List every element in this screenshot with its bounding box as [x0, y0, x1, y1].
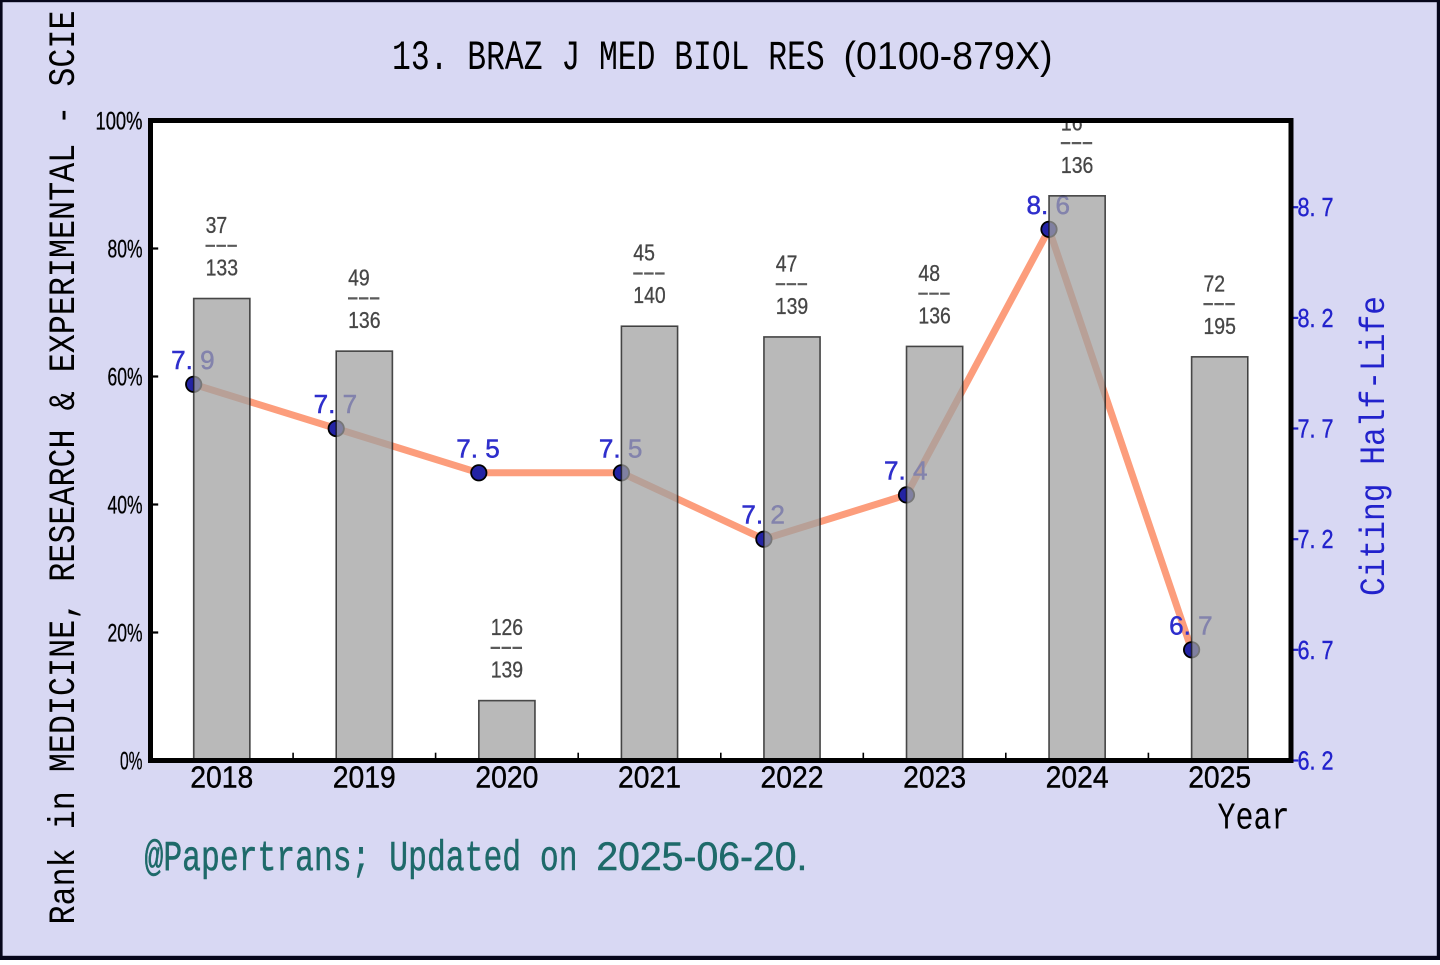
- svg-text:Citing Half-Life: Citing Half-Life: [1355, 296, 1395, 596]
- svg-text:80%: 80%: [108, 236, 143, 264]
- svg-text:2020: 2020: [475, 760, 538, 795]
- svg-text:0%: 0%: [120, 748, 143, 776]
- svg-text:6. 7: 6. 7: [1298, 637, 1334, 665]
- svg-text:47: 47: [776, 250, 798, 276]
- svg-text:2024: 2024: [1046, 760, 1109, 795]
- svg-text:126: 126: [491, 614, 523, 640]
- svg-text:2021: 2021: [618, 760, 681, 795]
- svg-text:139: 139: [776, 293, 808, 319]
- svg-text:8. 7: 8. 7: [1298, 194, 1334, 222]
- svg-text:(0100-879X): (0100-879X): [844, 35, 1053, 78]
- svg-text:Year: Year: [1218, 798, 1290, 841]
- svg-text:100%: 100%: [96, 108, 143, 136]
- svg-text:40%: 40%: [108, 492, 143, 520]
- svg-text:20%: 20%: [108, 620, 143, 648]
- svg-text:2025: 2025: [1188, 760, 1251, 795]
- svg-text:2023: 2023: [903, 760, 966, 795]
- svg-text:8. 2: 8. 2: [1298, 305, 1334, 333]
- svg-text:195: 195: [1204, 313, 1236, 339]
- svg-text:136: 136: [348, 307, 380, 333]
- svg-text:7. 7: 7. 7: [1298, 416, 1334, 444]
- svg-text:13. BRAZ J MED BIOL RES: 13. BRAZ J MED BIOL RES: [392, 34, 825, 82]
- svg-text:37: 37: [206, 212, 228, 238]
- svg-text:139: 139: [491, 657, 523, 683]
- svg-text:@Papertrans; Updated on: @Papertrans; Updated on: [145, 834, 578, 883]
- svg-text:7. 2: 7. 2: [1298, 526, 1334, 554]
- svg-text:Rank in MEDICINE, RESEARCH & E: Rank in MEDICINE, RESEARCH & EXPERIMENTA…: [44, 11, 86, 925]
- svg-text:2025-06-20.: 2025-06-20.: [596, 835, 807, 879]
- svg-text:136: 136: [918, 302, 950, 328]
- svg-text:72: 72: [1204, 270, 1226, 296]
- svg-text:48: 48: [918, 260, 940, 286]
- svg-text:136: 136: [1061, 152, 1093, 178]
- svg-text:133: 133: [206, 255, 238, 281]
- svg-text:140: 140: [633, 282, 665, 308]
- svg-text:49: 49: [348, 265, 370, 291]
- svg-text:7. 5: 7. 5: [456, 435, 500, 463]
- svg-text:45: 45: [633, 240, 655, 266]
- svg-text:2019: 2019: [333, 760, 396, 795]
- svg-text:2022: 2022: [761, 760, 824, 795]
- svg-text:16: 16: [1061, 109, 1083, 135]
- svg-text:6. 2: 6. 2: [1298, 748, 1334, 776]
- svg-text:60%: 60%: [108, 364, 143, 392]
- svg-text:2018: 2018: [190, 760, 253, 795]
